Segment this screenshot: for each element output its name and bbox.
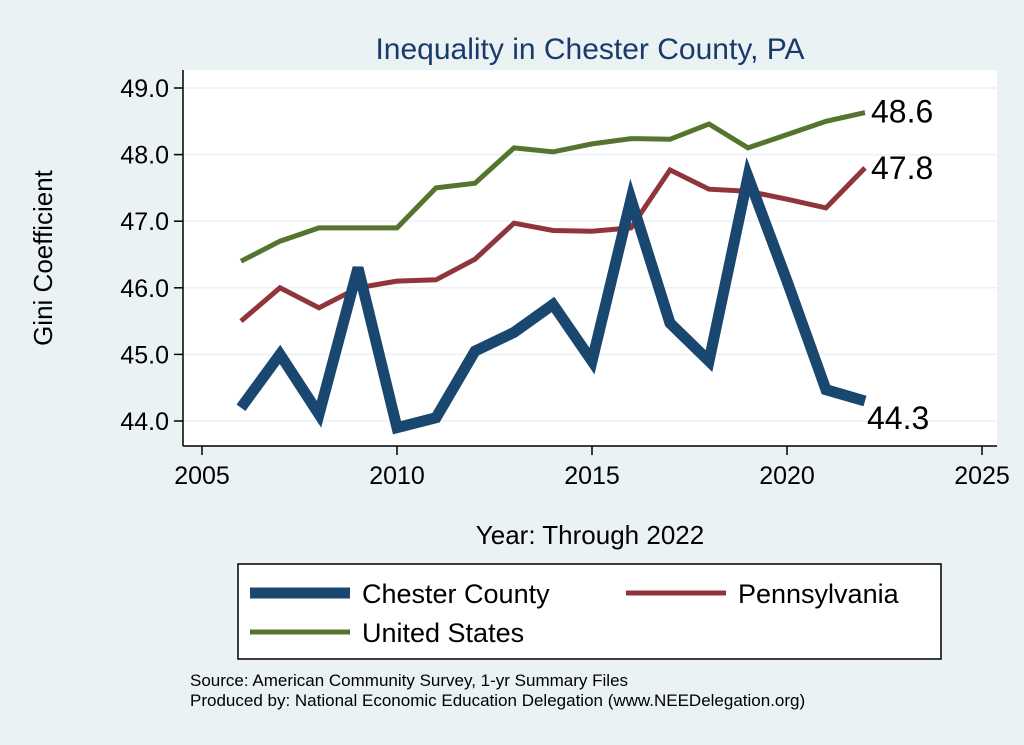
x-tick-label: 2020 (759, 462, 815, 490)
axes (182, 70, 997, 447)
legend-label-chester-county: Chester County (362, 579, 550, 609)
x-axis-ticks: 2005 2010 2015 2020 2025 (174, 446, 1010, 490)
y-axis-title: Gini Coefficient (28, 169, 58, 346)
y-tick-label: 49.0 (120, 75, 169, 103)
chart-title: Inequality in Chester County, PA (375, 33, 804, 66)
y-tick-label: 45.0 (120, 341, 169, 369)
x-tick-label: 2025 (954, 462, 1010, 490)
produced-by-note: Produced by: National Economic Education… (190, 691, 805, 710)
legend: Chester County Pennsylvania United State… (237, 563, 942, 660)
x-axis-title: Year: Through 2022 (476, 520, 704, 550)
series-line-united-states (239, 110, 866, 264)
legend-label-united-states: United States (362, 618, 524, 648)
series-line-pennsylvania (239, 166, 867, 324)
y-tick-label: 48.0 (120, 142, 169, 170)
series-line-chester-county (236, 156, 867, 435)
y-axis-ticks: 44.0 45.0 46.0 47.0 48.0 49.0 (120, 75, 183, 436)
end-labels: 44.3 47.8 48.6 (867, 94, 933, 436)
end-label-united-states: 48.6 (871, 94, 933, 130)
x-tick-label: 2015 (564, 462, 620, 490)
x-tick-label: 2005 (174, 462, 230, 490)
legend-label-pennsylvania: Pennsylvania (738, 579, 900, 609)
y-tick-label: 47.0 (120, 208, 169, 236)
y-tick-label: 46.0 (120, 275, 169, 303)
legend-item-chester-county: Chester County (250, 579, 550, 609)
y-tick-label: 44.0 (120, 408, 169, 436)
legend-box (237, 563, 942, 660)
x-tick-label: 2010 (369, 462, 425, 490)
plot-area (183, 70, 997, 446)
series-lines (236, 110, 867, 435)
source-note: Source: American Community Survey, 1-yr … (190, 671, 628, 690)
end-label-chester-county: 44.3 (867, 400, 929, 436)
legend-item-pennsylvania: Pennsylvania (626, 579, 900, 609)
legend-item-united-states: United States (250, 618, 524, 648)
end-label-pennsylvania: 47.8 (871, 150, 933, 186)
